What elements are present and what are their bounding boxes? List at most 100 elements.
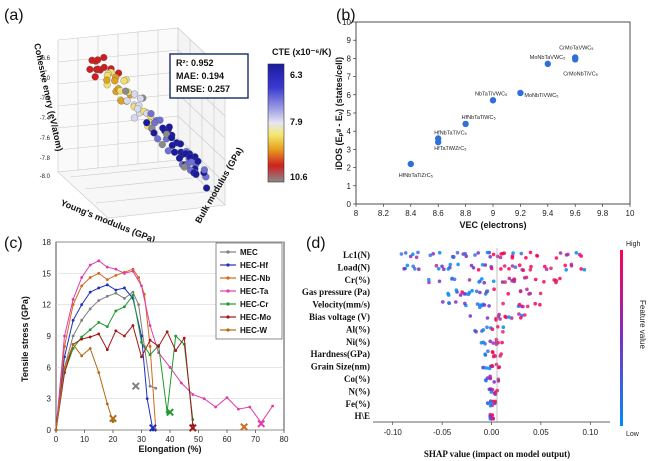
shap-point <box>479 341 484 345</box>
legend-label: HEC-Mo <box>240 313 271 322</box>
shap-point <box>450 277 454 281</box>
series-marker <box>97 259 101 263</box>
shap-point <box>519 251 524 256</box>
shap-point <box>489 401 493 405</box>
x-tick-label-d: 0.05 <box>533 428 549 437</box>
cte-point <box>94 56 102 64</box>
shap-point <box>428 253 433 258</box>
legend-marker <box>226 289 230 293</box>
series-marker <box>137 303 141 307</box>
data-point-b <box>435 135 442 142</box>
shap-point <box>495 254 500 259</box>
shap-point <box>493 399 498 404</box>
shap-point <box>538 291 543 296</box>
x-ticks-b: 8 8.2 8.4 8.6 8.8 9 9.2 9.4 9.6 9.8 10 <box>354 204 635 218</box>
series-marker <box>80 354 84 358</box>
series-marker <box>88 347 92 350</box>
shap-point <box>499 267 503 271</box>
point-label-b: CrMoNbTiVC₅ <box>563 71 598 77</box>
shap-point <box>454 300 458 304</box>
series-marker <box>123 334 126 338</box>
z-tick: -7.8 <box>40 156 51 162</box>
shap-point <box>405 263 410 268</box>
cte-point <box>168 141 176 149</box>
series-marker <box>63 334 66 338</box>
series-marker <box>123 271 126 275</box>
shap-point <box>490 350 495 354</box>
x-tick-label-b: 10 <box>626 209 635 218</box>
shap-point <box>579 254 583 258</box>
series-marker <box>114 329 118 333</box>
point-label-b: MoNbTaVWC₅ <box>530 55 566 61</box>
shap-point <box>442 267 446 272</box>
series-marker <box>131 290 135 294</box>
cte-point <box>192 170 200 178</box>
y-tick-label-c: 15 <box>42 269 51 278</box>
shap-point <box>399 252 404 256</box>
shap-points <box>399 250 587 421</box>
shap-point <box>507 276 512 281</box>
shap-point <box>549 266 553 271</box>
feature-label: Fe(%) <box>346 399 371 409</box>
y-tick-label-b: 9 <box>347 36 352 45</box>
shap-point <box>563 263 567 268</box>
shap-point <box>488 254 493 259</box>
feature-label: Bias voltage (V) <box>309 312 370 322</box>
x-tick-label-c: 10 <box>80 435 89 444</box>
shap-point <box>482 280 487 285</box>
series-line <box>55 268 157 431</box>
shap-point <box>491 341 496 345</box>
shap-point <box>564 268 568 272</box>
shap-point <box>529 264 533 269</box>
cte-point <box>154 135 162 143</box>
series-marker <box>63 365 66 369</box>
shap-point <box>506 292 511 296</box>
series-marker <box>88 328 92 332</box>
shap-point <box>501 301 505 306</box>
series-marker <box>88 307 92 311</box>
shap-point <box>490 327 495 332</box>
series-marker <box>148 384 152 388</box>
x-tick-label-d: -0.05 <box>433 428 452 437</box>
shap-point <box>485 316 490 320</box>
series-marker <box>97 271 101 275</box>
series-marker <box>97 299 101 302</box>
colorbar-tick: 10.6 <box>290 172 308 182</box>
panel-c: (c) 0 10 20 30 40 50 60 70 80 0 3 6 9 12 15 18 Elongat… <box>4 235 289 454</box>
cte-point <box>194 157 202 165</box>
shap-point <box>518 289 523 294</box>
series-marker <box>105 348 109 351</box>
shap-point <box>507 267 511 271</box>
series-marker <box>271 404 274 408</box>
shap-point <box>483 263 488 267</box>
data-point-b <box>407 160 414 168</box>
shap-point <box>569 264 574 268</box>
shap-point <box>492 287 496 292</box>
z-tick: -7.6 <box>40 136 51 142</box>
shap-point <box>491 252 496 257</box>
cte-point <box>150 129 158 137</box>
series-marker <box>114 274 118 277</box>
shap-point <box>554 280 558 285</box>
feature-label: Hardness(GPa) <box>311 349 371 359</box>
shap-point <box>489 265 494 269</box>
shap-point <box>476 251 481 255</box>
feature-label: Velocity(mm/s) <box>312 300 370 310</box>
shap-point <box>504 315 508 320</box>
y-tick-label-b: 7 <box>347 73 352 82</box>
cte-point <box>96 66 104 74</box>
feature-label: Al(%) <box>346 324 370 334</box>
point-label-b: NbTaTiVWC₅ <box>475 91 507 97</box>
y-tick-label-b: 6 <box>347 91 352 100</box>
shap-point <box>528 268 533 272</box>
x-tick-label-b: 9.8 <box>597 209 609 218</box>
panel-label-d: (d) <box>306 235 326 252</box>
cte-point <box>163 130 171 138</box>
shap-point <box>402 267 406 271</box>
x-tick-label-b: 8 <box>354 209 359 218</box>
shap-point <box>484 366 489 370</box>
y-axis-label-b: iDOS (Eₚᵍ - Eᵥ) (states/cell) <box>334 57 344 170</box>
shap-colorbar <box>620 250 623 426</box>
shap-point <box>467 278 472 282</box>
shap-point <box>501 325 506 330</box>
